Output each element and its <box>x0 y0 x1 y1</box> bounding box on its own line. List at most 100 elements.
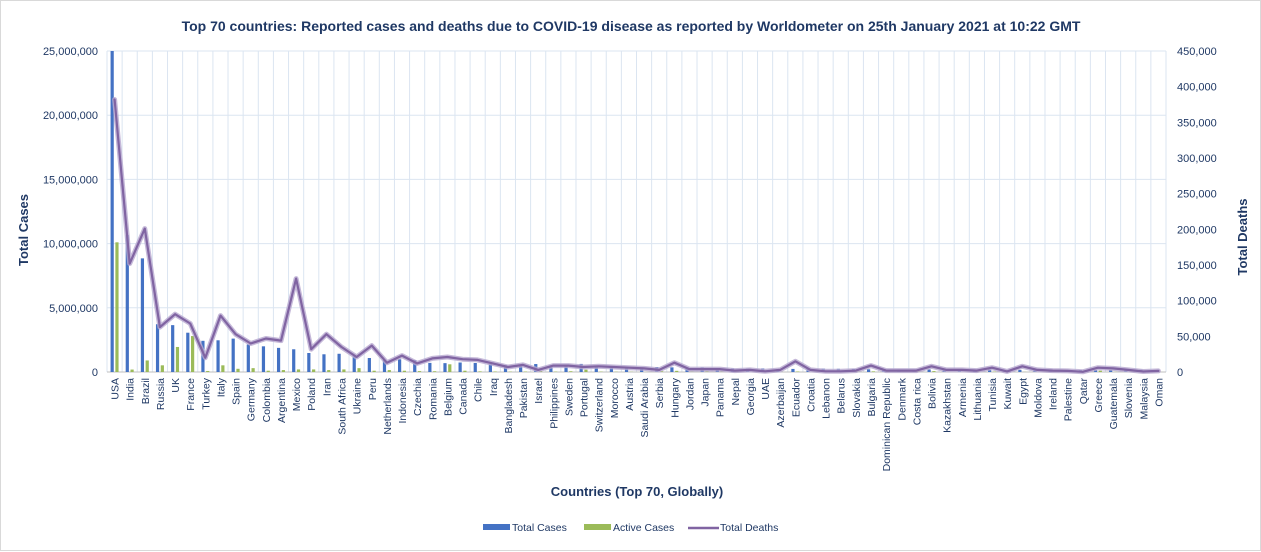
bar-total-cases <box>867 369 870 372</box>
bar-active-cases <box>130 370 133 372</box>
total-deaths-point <box>386 362 388 364</box>
total-deaths-point <box>1082 371 1084 373</box>
bar-total-cases <box>443 363 446 372</box>
total-deaths-point <box>341 346 343 348</box>
total-deaths-point <box>552 365 554 367</box>
category-label: Peru <box>367 378 379 400</box>
bar-total-cases <box>156 324 159 372</box>
y2-tick-label: 50,000 <box>1177 331 1211 343</box>
category-label: Romania <box>427 378 439 420</box>
y-tick-label: 10,000,000 <box>43 239 98 251</box>
category-label: Palestine <box>1063 378 1075 421</box>
total-deaths-point <box>250 343 252 345</box>
y2-tick-label: 200,000 <box>1177 224 1217 236</box>
category-label: Portugal <box>579 378 591 417</box>
category-label: Kazakhstan <box>942 378 954 433</box>
category-label: Bangladesh <box>503 378 515 434</box>
total-deaths-point <box>1112 368 1114 370</box>
y2-tick-label: 250,000 <box>1177 189 1217 201</box>
total-deaths-point <box>810 369 812 371</box>
category-label: Japan <box>700 378 712 407</box>
category-label: Ireland <box>1048 378 1060 410</box>
bar-active-cases <box>433 371 436 372</box>
total-deaths-point <box>764 370 766 372</box>
total-deaths-point <box>1037 369 1039 371</box>
bar-total-cases <box>337 354 340 372</box>
bar-active-cases <box>342 369 345 372</box>
category-label: Moldova <box>1032 378 1044 418</box>
category-label: France <box>185 378 197 411</box>
total-deaths-point <box>220 315 222 317</box>
bar-total-cases <box>247 345 250 372</box>
total-deaths-point <box>583 366 585 368</box>
category-label: Denmark <box>896 377 908 420</box>
category-label: Iraq <box>488 378 500 396</box>
bar-active-cases <box>206 371 209 372</box>
bar-active-cases <box>161 365 164 372</box>
total-deaths-point <box>462 358 464 360</box>
x-axis-title: Countries (Top 70, Globally) <box>551 484 723 499</box>
total-deaths-point <box>885 370 887 372</box>
category-label: Hungary <box>669 377 681 417</box>
bar-total-cases <box>307 353 310 372</box>
bar-active-cases <box>675 371 678 372</box>
y2-axis-title: Total Deaths <box>1235 198 1250 275</box>
category-label: Belarus <box>836 378 848 414</box>
total-deaths-point <box>310 348 312 350</box>
total-deaths-point <box>507 366 509 368</box>
category-label: Slovakia <box>851 378 863 418</box>
y2-tick-label: 0 <box>1177 367 1183 379</box>
gridlines <box>107 51 1166 372</box>
bar-active-cases <box>932 371 935 372</box>
category-label: Netherlands <box>382 378 394 435</box>
total-deaths-point <box>1097 367 1099 369</box>
total-deaths-point <box>1143 371 1145 373</box>
category-label: Philippines <box>548 378 560 429</box>
category-label: Egypt <box>1017 378 1029 405</box>
category-label: Poland <box>306 378 318 411</box>
total-deaths-point <box>734 370 736 372</box>
bar-active-cases <box>327 370 330 372</box>
bar-total-cases <box>1018 370 1021 372</box>
category-label: Pakistan <box>518 378 530 418</box>
y2-tick-label: 300,000 <box>1177 153 1217 165</box>
total-deaths-point <box>235 333 237 335</box>
y2-tick-label: 100,000 <box>1177 296 1217 308</box>
total-deaths-point <box>689 368 691 370</box>
total-deaths-point <box>522 364 524 366</box>
category-label: UAE <box>760 378 772 400</box>
total-deaths-point <box>613 366 615 368</box>
bar-total-cases <box>474 363 477 372</box>
category-label: Slovenia <box>1123 378 1135 418</box>
bar-total-cases <box>928 370 931 372</box>
legend-label: Total Deaths <box>720 522 778 534</box>
y2-tick-label: 150,000 <box>1177 260 1217 272</box>
total-deaths-point <box>840 370 842 372</box>
category-label: Tunisia <box>987 378 999 412</box>
bar-total-cases <box>186 333 189 372</box>
total-deaths-point <box>401 355 403 357</box>
legend-label: Total Cases <box>512 522 567 534</box>
total-deaths-point <box>1158 370 1160 372</box>
bar-total-cases <box>216 340 219 372</box>
bar-total-cases <box>398 359 401 372</box>
category-label: Ecuador <box>790 377 802 417</box>
total-deaths-point <box>416 363 418 365</box>
bar-active-cases <box>872 371 875 372</box>
category-label: Jordan <box>684 378 696 410</box>
total-deaths-point <box>492 363 494 365</box>
category-label: Czechia <box>412 378 424 416</box>
category-label: Colombia <box>261 378 273 423</box>
total-deaths-point <box>674 362 676 364</box>
category-label: South Africa <box>337 378 349 435</box>
bar-active-cases <box>282 370 285 372</box>
category-label: Bulgaria <box>866 378 878 417</box>
bar-active-cases <box>221 365 224 372</box>
y-tick-label: 20,000,000 <box>43 110 98 122</box>
total-deaths-point <box>1006 371 1008 373</box>
right-axis: 0 50,000 100,000 150,000 200,000 250,000 300,0… <box>1177 46 1217 379</box>
y-axis-title: Total Cases <box>16 194 31 266</box>
category-label: Germany <box>246 377 258 421</box>
category-label: India <box>125 378 137 401</box>
